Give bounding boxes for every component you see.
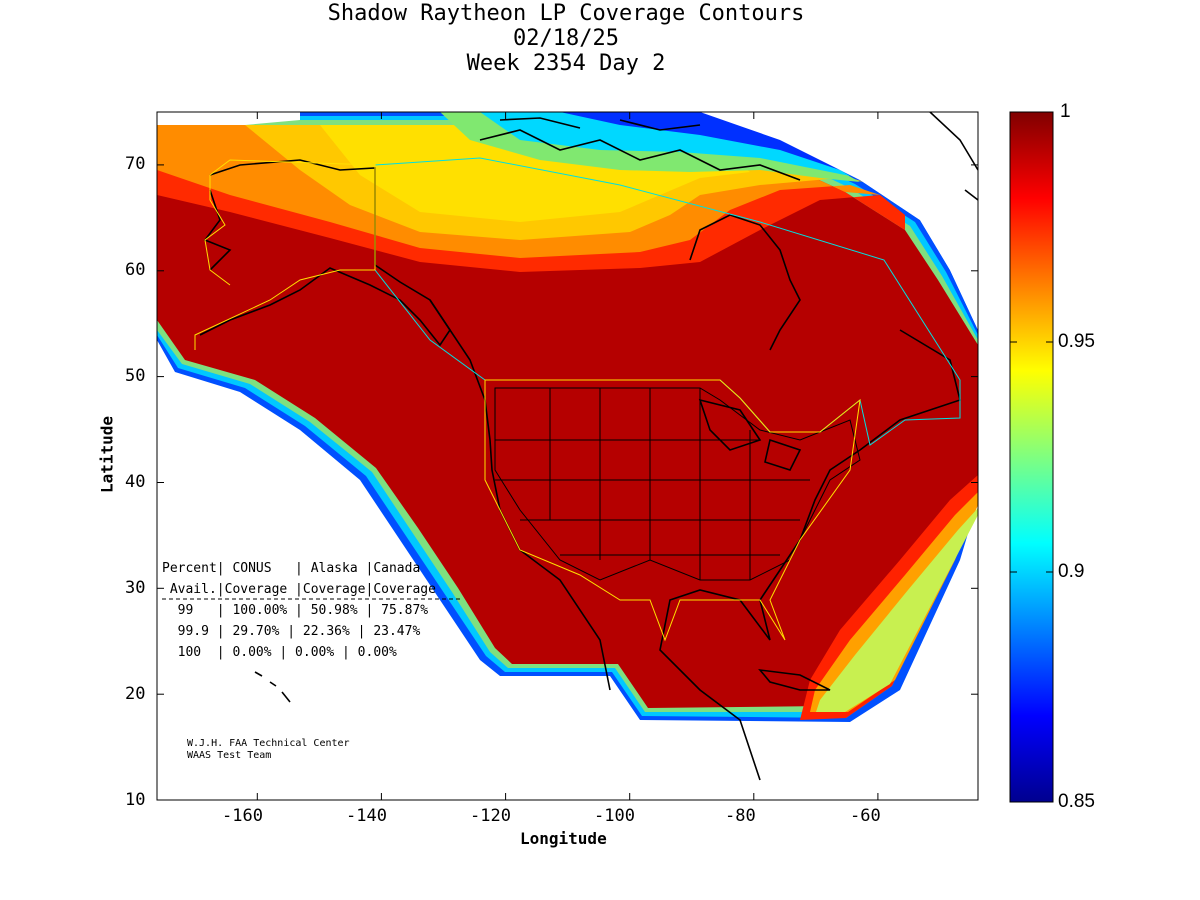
credit-line-1: W.J.H. FAA Technical Center — [187, 738, 350, 749]
colorbar — [1009, 111, 1054, 803]
west-coast-na — [429, 299, 611, 691]
y-tick-label: 40 — [125, 472, 146, 492]
greenland — [929, 112, 978, 201]
colorbar-label: 0.85 — [1058, 791, 1095, 812]
stats-header-1: Percent| CONUS | Alaska |Canada — [162, 561, 421, 576]
canada-arctic-islands — [479, 117, 801, 181]
x-tick-label: -120 — [470, 806, 511, 826]
y-ticks — [157, 164, 978, 695]
colorbar-ticks — [1010, 111, 1053, 803]
title-line-3: Week 2354 Day 2 — [466, 51, 666, 76]
colorbar-label: 1 — [1060, 101, 1071, 122]
x-tick-label: -60 — [850, 806, 881, 826]
plot-frame — [156, 111, 979, 801]
contour-orange-se — [810, 492, 978, 712]
no-coverage-top-left — [157, 112, 300, 125]
y-tick-label: 70 — [125, 154, 146, 174]
y-tick-label: 20 — [125, 684, 146, 704]
service-volumes — [194, 157, 961, 642]
cuba — [758, 668, 831, 691]
y-axis-title: Latitude — [97, 415, 117, 494]
x-tick-label: -100 — [594, 806, 635, 826]
stats-row: 99.9 | 29.70% | 22.36% | 23.47% — [162, 624, 421, 639]
no-coverage-top-right — [700, 112, 978, 330]
x-tick-label: -160 — [222, 806, 263, 826]
x-tick-label: -80 — [725, 806, 756, 826]
hudson-bay — [689, 214, 801, 351]
east-coast-na — [659, 329, 961, 781]
y-tick-label: 30 — [125, 578, 146, 598]
x-ticks — [256, 112, 879, 800]
great-lakes — [698, 398, 802, 471]
coverage-contours — [157, 112, 978, 722]
contour-full-coverage — [157, 125, 978, 708]
hawaii — [254, 671, 291, 703]
contour-yellowgreen-se — [816, 508, 978, 712]
stats-row: 100 | 0.00% | 0.00% | 0.00% — [162, 645, 397, 660]
credit-line-2: WAAS Test Team — [187, 750, 272, 761]
title-line-2: 02/18/25 — [513, 26, 619, 51]
colorbar-label: 0.95 — [1058, 331, 1095, 352]
y-tick-label: 50 — [125, 366, 146, 386]
stats-row: 99 | 100.00% | 50.98% | 75.87% — [162, 603, 429, 618]
x-axis-title: Longitude — [520, 829, 607, 848]
colorbar-label: 0.9 — [1058, 561, 1085, 582]
x-tick-label: -140 — [346, 806, 387, 826]
y-tick-label: 10 — [125, 790, 146, 810]
title-line-1: Shadow Raytheon LP Coverage Contours — [327, 1, 805, 26]
y-tick-label: 60 — [125, 260, 146, 280]
stats-header-2: Avail.|Coverage |Coverage|Coverage — [162, 582, 436, 597]
contour-arctic-cyan — [480, 112, 850, 176]
